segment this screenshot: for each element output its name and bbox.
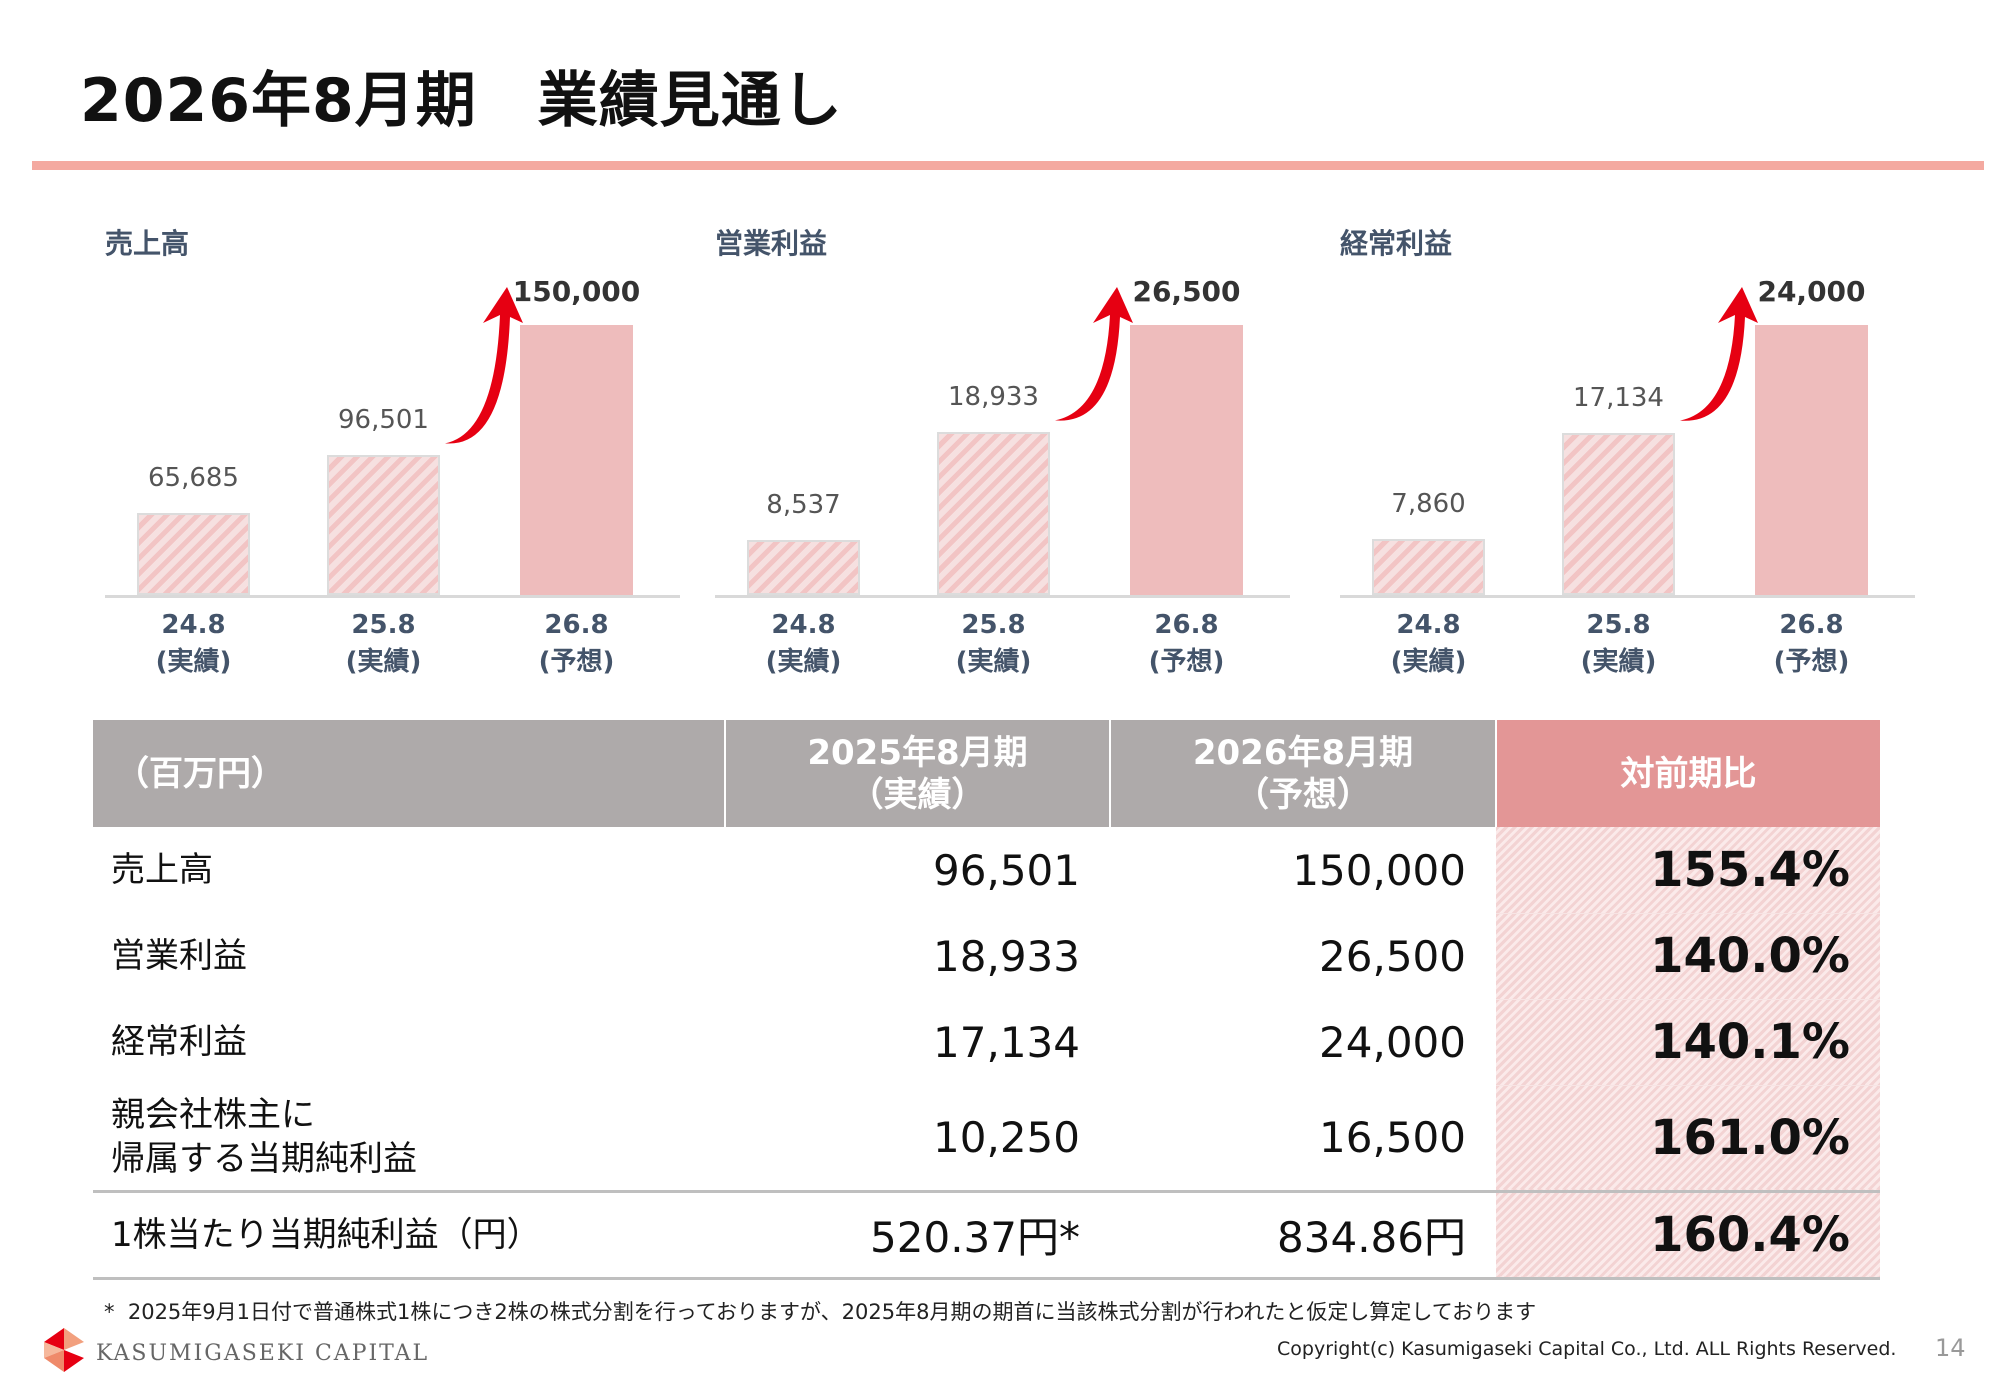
bar-25.8 (1562, 432, 1675, 595)
row-label: 1株当たり当期純利益（円） (111, 1214, 541, 1255)
period-label: 25.8 (961, 610, 1026, 640)
next-value: 834.86円 (1277, 1213, 1466, 1262)
bar-25.8 (937, 432, 1050, 595)
period-type: (実績) (1390, 647, 1467, 677)
ratio-value: 160.4% (1496, 1191, 1880, 1279)
period-label: 24.8 (771, 610, 836, 640)
table-row: 親会社株主に 帰属する当期純利益 10,250 16,500 161.0% (93, 1085, 1880, 1192)
period-label: 24.8 (161, 610, 226, 640)
growth-arrow-icon (445, 287, 523, 444)
table-header: （百万円） 2025年8月期 （実績） 2026年8月期 （予想） 対前期比 (93, 720, 1880, 827)
x-tick-label: 26.8 (予想) (1732, 607, 1892, 681)
bar-25.8 (327, 455, 440, 595)
table-row: 1株当たり当期純利益（円） 520.37円* 834.86円 160.4% (93, 1191, 1880, 1279)
growth-arrow-icon (1680, 287, 1758, 421)
company-logo-icon (44, 1328, 84, 1372)
ratio-value: 161.0% (1496, 1085, 1880, 1192)
period-type: (実績) (955, 647, 1032, 677)
period-label: 26.8 (1154, 610, 1219, 640)
prev-year-header: 2025年8月期 （実績） (725, 720, 1111, 827)
table-row: 営業利益 18,933 26,500 140.0% (93, 913, 1880, 1000)
x-tick-label: 25.8 (実績) (1539, 607, 1699, 681)
chart-title: 営業利益 (715, 227, 828, 260)
value-label: 8,537 (766, 490, 841, 521)
period-type: (実績) (1580, 647, 1657, 677)
period-label: 24.8 (1396, 610, 1461, 640)
prev-value: 520.37円* (870, 1213, 1080, 1262)
row-label: 親会社株主に 帰属する当期純利益 (111, 1095, 417, 1180)
ratio-value: 140.1% (1496, 999, 1880, 1086)
value-label: 65,685 (148, 463, 239, 494)
prev-value: 18,933 (933, 931, 1080, 981)
period-type: (予想) (538, 647, 615, 677)
value-label: 7,860 (1391, 489, 1466, 520)
table-row: 売上高 96,501 150,000 155.4% (93, 827, 1880, 914)
row-label: 売上高 (111, 850, 213, 890)
copyright: Copyright(c) Kasumigaseki Capital Co., L… (1277, 1338, 1897, 1360)
next-value: 24,000 (1319, 1017, 1466, 1067)
footnote: * 2025年9月1日付で普通株式1株につき2株の株式分割を行っておりますが、2… (104, 1300, 1537, 1324)
period-type: (予想) (1773, 647, 1850, 677)
growth-arrow-icon (1055, 287, 1133, 421)
prev-value: 96,501 (933, 845, 1080, 895)
ratio-header: 対前期比 (1496, 720, 1880, 827)
period-label: 26.8 (544, 610, 609, 640)
table-row: 経常利益 17,134 24,000 140.1% (93, 999, 1880, 1086)
forecast-table: （百万円） 2025年8月期 （実績） 2026年8月期 （予想） 対前期比 売… (93, 720, 1880, 1280)
next-value: 26,500 (1319, 931, 1466, 981)
value-label: 150,000 (512, 275, 641, 308)
period-label: 25.8 (1586, 610, 1651, 640)
ratio-value: 140.0% (1496, 913, 1880, 1000)
bar-26.8 (1130, 325, 1243, 595)
row-label: 営業利益 (111, 936, 247, 976)
value-label: 26,500 (1132, 275, 1241, 308)
chart-sales: 売上高 65,685 24.8 (実績) 96,501 25.8 (実績) 150,000 26… (105, 210, 685, 690)
page-title: 2026年8月期 業績見通し (80, 66, 843, 136)
x-axis (715, 595, 1290, 598)
x-tick-label: 26.8 (予想) (1107, 607, 1267, 681)
bar-24.8 (747, 540, 860, 595)
x-tick-label: 26.8 (予想) (497, 607, 657, 681)
x-axis (105, 595, 680, 598)
x-tick-label: 24.8 (実績) (1349, 607, 1509, 681)
next-value: 16,500 (1319, 1112, 1466, 1162)
x-tick-label: 25.8 (実績) (304, 607, 464, 681)
x-tick-label: 24.8 (実績) (724, 607, 884, 681)
x-tick-label: 25.8 (実績) (914, 607, 1074, 681)
value-label: 18,933 (948, 382, 1039, 413)
ratio-value: 155.4% (1496, 827, 1880, 914)
bar-26.8 (520, 325, 633, 595)
period-type: (予想) (1148, 647, 1225, 677)
period-type: (実績) (155, 647, 232, 677)
next-year-header: 2026年8月期 （予想） (1110, 720, 1497, 827)
period-label: 25.8 (351, 610, 416, 640)
chart-operating-profit: 営業利益 8,537 24.8 (実績) 18,933 25.8 (実績) 26,500 26.… (715, 210, 1295, 690)
title-divider (32, 161, 1984, 170)
chart-ordinary-profit: 経常利益 7,860 24.8 (実績) 17,134 25.8 (実績) 24,000 26.… (1340, 210, 1920, 690)
page-number: 14 (1935, 1334, 1966, 1362)
next-value: 150,000 (1292, 845, 1466, 895)
bar-26.8 (1755, 325, 1868, 595)
value-label: 96,501 (338, 405, 429, 436)
period-type: (実績) (765, 647, 842, 677)
company-name: KASUMIGASEKI CAPITAL (96, 1341, 430, 1366)
value-label: 24,000 (1757, 275, 1866, 308)
row-label: 経常利益 (111, 1022, 247, 1062)
prev-value: 17,134 (933, 1017, 1080, 1067)
chart-title: 売上高 (105, 227, 190, 260)
value-label: 17,134 (1573, 382, 1664, 413)
bar-24.8 (137, 513, 250, 595)
prev-value: 10,250 (933, 1112, 1080, 1162)
chart-title: 経常利益 (1340, 227, 1453, 260)
bar-24.8 (1372, 539, 1485, 595)
x-tick-label: 24.8 (実績) (114, 607, 274, 681)
unit-header: （百万円） (93, 720, 726, 827)
x-axis (1340, 595, 1915, 598)
period-type: (実績) (345, 647, 422, 677)
period-label: 26.8 (1779, 610, 1844, 640)
